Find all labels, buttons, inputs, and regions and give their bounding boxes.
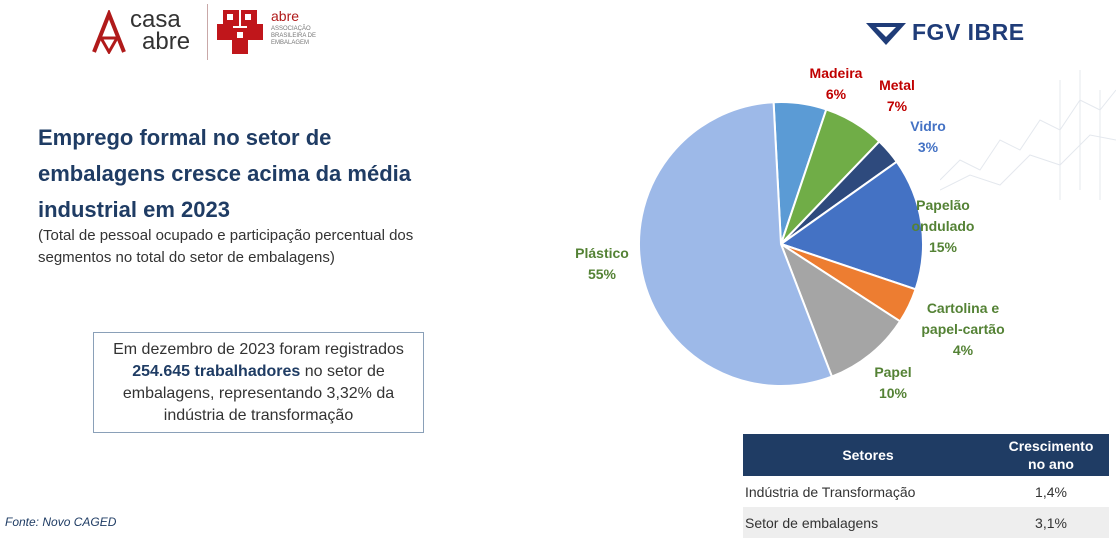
slice-label-metal: Metal 7%: [879, 77, 915, 114]
table-cell-sector: Indústria de Transformação: [745, 483, 916, 500]
callout-pre: Em dezembro de 2023 foram registrados: [113, 340, 404, 358]
abre-subtitle: ASSOCIAÇÃO BRASILEIRA DE EMBALAGEM: [271, 26, 317, 46]
table-header-row: Setores Crescimento no ano: [743, 434, 1109, 476]
fgv-ibre-text: FGV IBRE: [912, 19, 1025, 45]
callout-text: Em dezembro de 2023 foram registrados 25…: [104, 339, 413, 427]
logo-divider: [207, 4, 208, 60]
slice-label-pl-stico: Plástico 55%: [575, 245, 629, 282]
casa-abre-mark-icon: [92, 10, 126, 54]
callout-post: no setor de embalagens, representando 3,…: [122, 362, 395, 424]
growth-table: Setores Crescimento no ano Indústria de …: [743, 434, 1109, 538]
logo-abre-text: abre: [142, 28, 191, 55]
fgv-ibre-logo: FGV IBRE: [864, 18, 1044, 48]
callout-box: Em dezembro de 2023 foram registrados 25…: [93, 332, 424, 433]
pie-slice-pl-stico: [637, 101, 834, 387]
slice-label-papel-o-ondulado: Papelão ondulado 15%: [912, 197, 975, 255]
abre-association-logo: abre ASSOCIAÇÃO BRASILEIRA DE EMBALAGEM: [215, 6, 335, 58]
headline: Emprego formal no setor de embalagens cr…: [38, 125, 411, 222]
slice-label-vidro: Vidro 3%: [910, 118, 946, 155]
slice-label-madeira: Madeira 6%: [810, 65, 863, 102]
pie-slice-papel-o-ondulado: [778, 160, 924, 291]
slice-label-cartolina-e-papel-cart-o: Cartolina e papel-cartão 4%: [921, 300, 1004, 358]
table-cell-sector: Setor de embalagens: [743, 507, 993, 538]
table-cell-growth: 1,4%: [1035, 483, 1067, 500]
pie-slice-papel: [778, 241, 902, 378]
fgv-mark-icon: [866, 23, 906, 45]
casa-abre-logo: casa abre: [92, 8, 204, 56]
table-header-growth: Crescimento no ano: [993, 434, 1109, 476]
logo-casa-text: casa: [130, 6, 181, 33]
table-row: Indústria de Transformação 1,4%: [743, 476, 1109, 507]
abre-name: abre: [271, 8, 300, 24]
subtitle: (Total de pessoal ocupado e participação…: [38, 227, 414, 266]
table-cell-growth: 3,1%: [993, 507, 1109, 538]
abre-cube-icon: [217, 10, 263, 54]
pie-chart: Madeira 6% Metal 7% Vidro 3% Papelão ondulado 15…: [575, 65, 1004, 401]
source-note: Fonte: Novo CAGED: [5, 515, 117, 529]
decorative-chart-background: [940, 70, 1116, 200]
table-header-sector: Setores: [743, 434, 993, 476]
slice-label-papel: Papel 10%: [874, 364, 911, 401]
callout-highlight: 254.645 trabalhadores: [132, 362, 301, 380]
table-row: Setor de embalagens 3,1%: [743, 507, 1109, 538]
